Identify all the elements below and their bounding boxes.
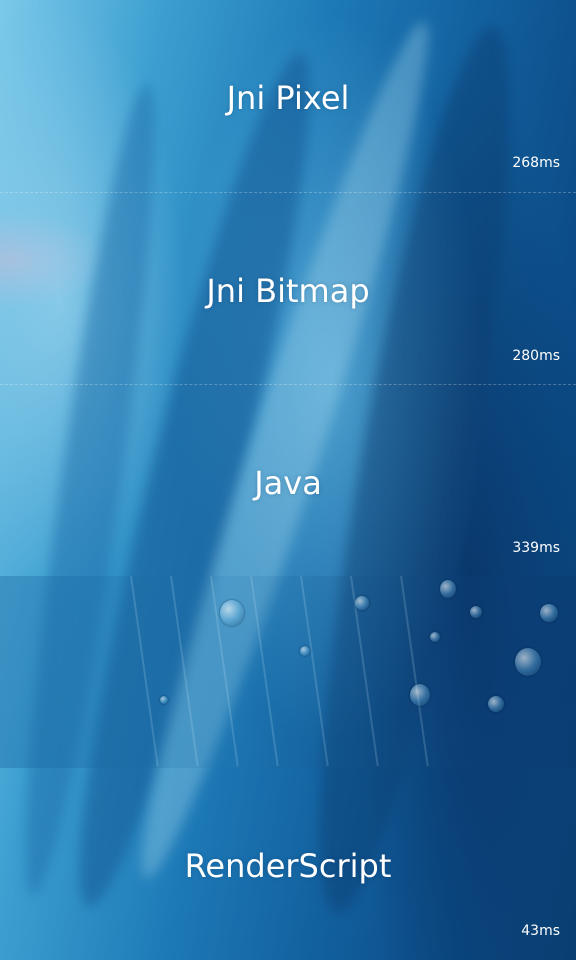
water-drop — [220, 600, 244, 626]
water-drop — [430, 632, 440, 642]
feather-barb — [250, 575, 279, 767]
panel-original-image[interactable] — [0, 575, 576, 768]
water-drop — [488, 696, 504, 712]
feather-barb — [400, 575, 429, 767]
feather-barb — [300, 575, 329, 767]
panel-timing: 43ms — [521, 923, 560, 939]
panel-title: Java — [254, 464, 322, 502]
panel-title: Jni Bitmap — [206, 272, 370, 310]
water-drop — [470, 606, 482, 618]
panel-java[interactable]: Java 339ms — [0, 384, 576, 577]
panel-timing: 280ms — [512, 348, 560, 364]
water-drop — [300, 646, 310, 656]
panel-timing: 268ms — [512, 155, 560, 171]
panel-timing: 339ms — [512, 540, 560, 556]
feather-barb — [170, 575, 199, 767]
feather-barb — [130, 575, 159, 767]
panel-jni-bitmap[interactable]: Jni Bitmap 280ms — [0, 192, 576, 385]
water-drop — [160, 696, 168, 704]
panel-title: RenderScript — [184, 847, 392, 885]
water-drop — [440, 580, 456, 598]
water-drop — [540, 604, 558, 622]
panel-title: Jni Pixel — [226, 79, 350, 117]
panel-renderscript[interactable]: RenderScript 43ms — [0, 768, 576, 960]
water-drop — [355, 596, 369, 610]
panel-jni-pixel[interactable]: Jni Pixel 268ms — [0, 0, 576, 192]
water-drop — [515, 648, 541, 676]
water-drop — [410, 684, 430, 706]
